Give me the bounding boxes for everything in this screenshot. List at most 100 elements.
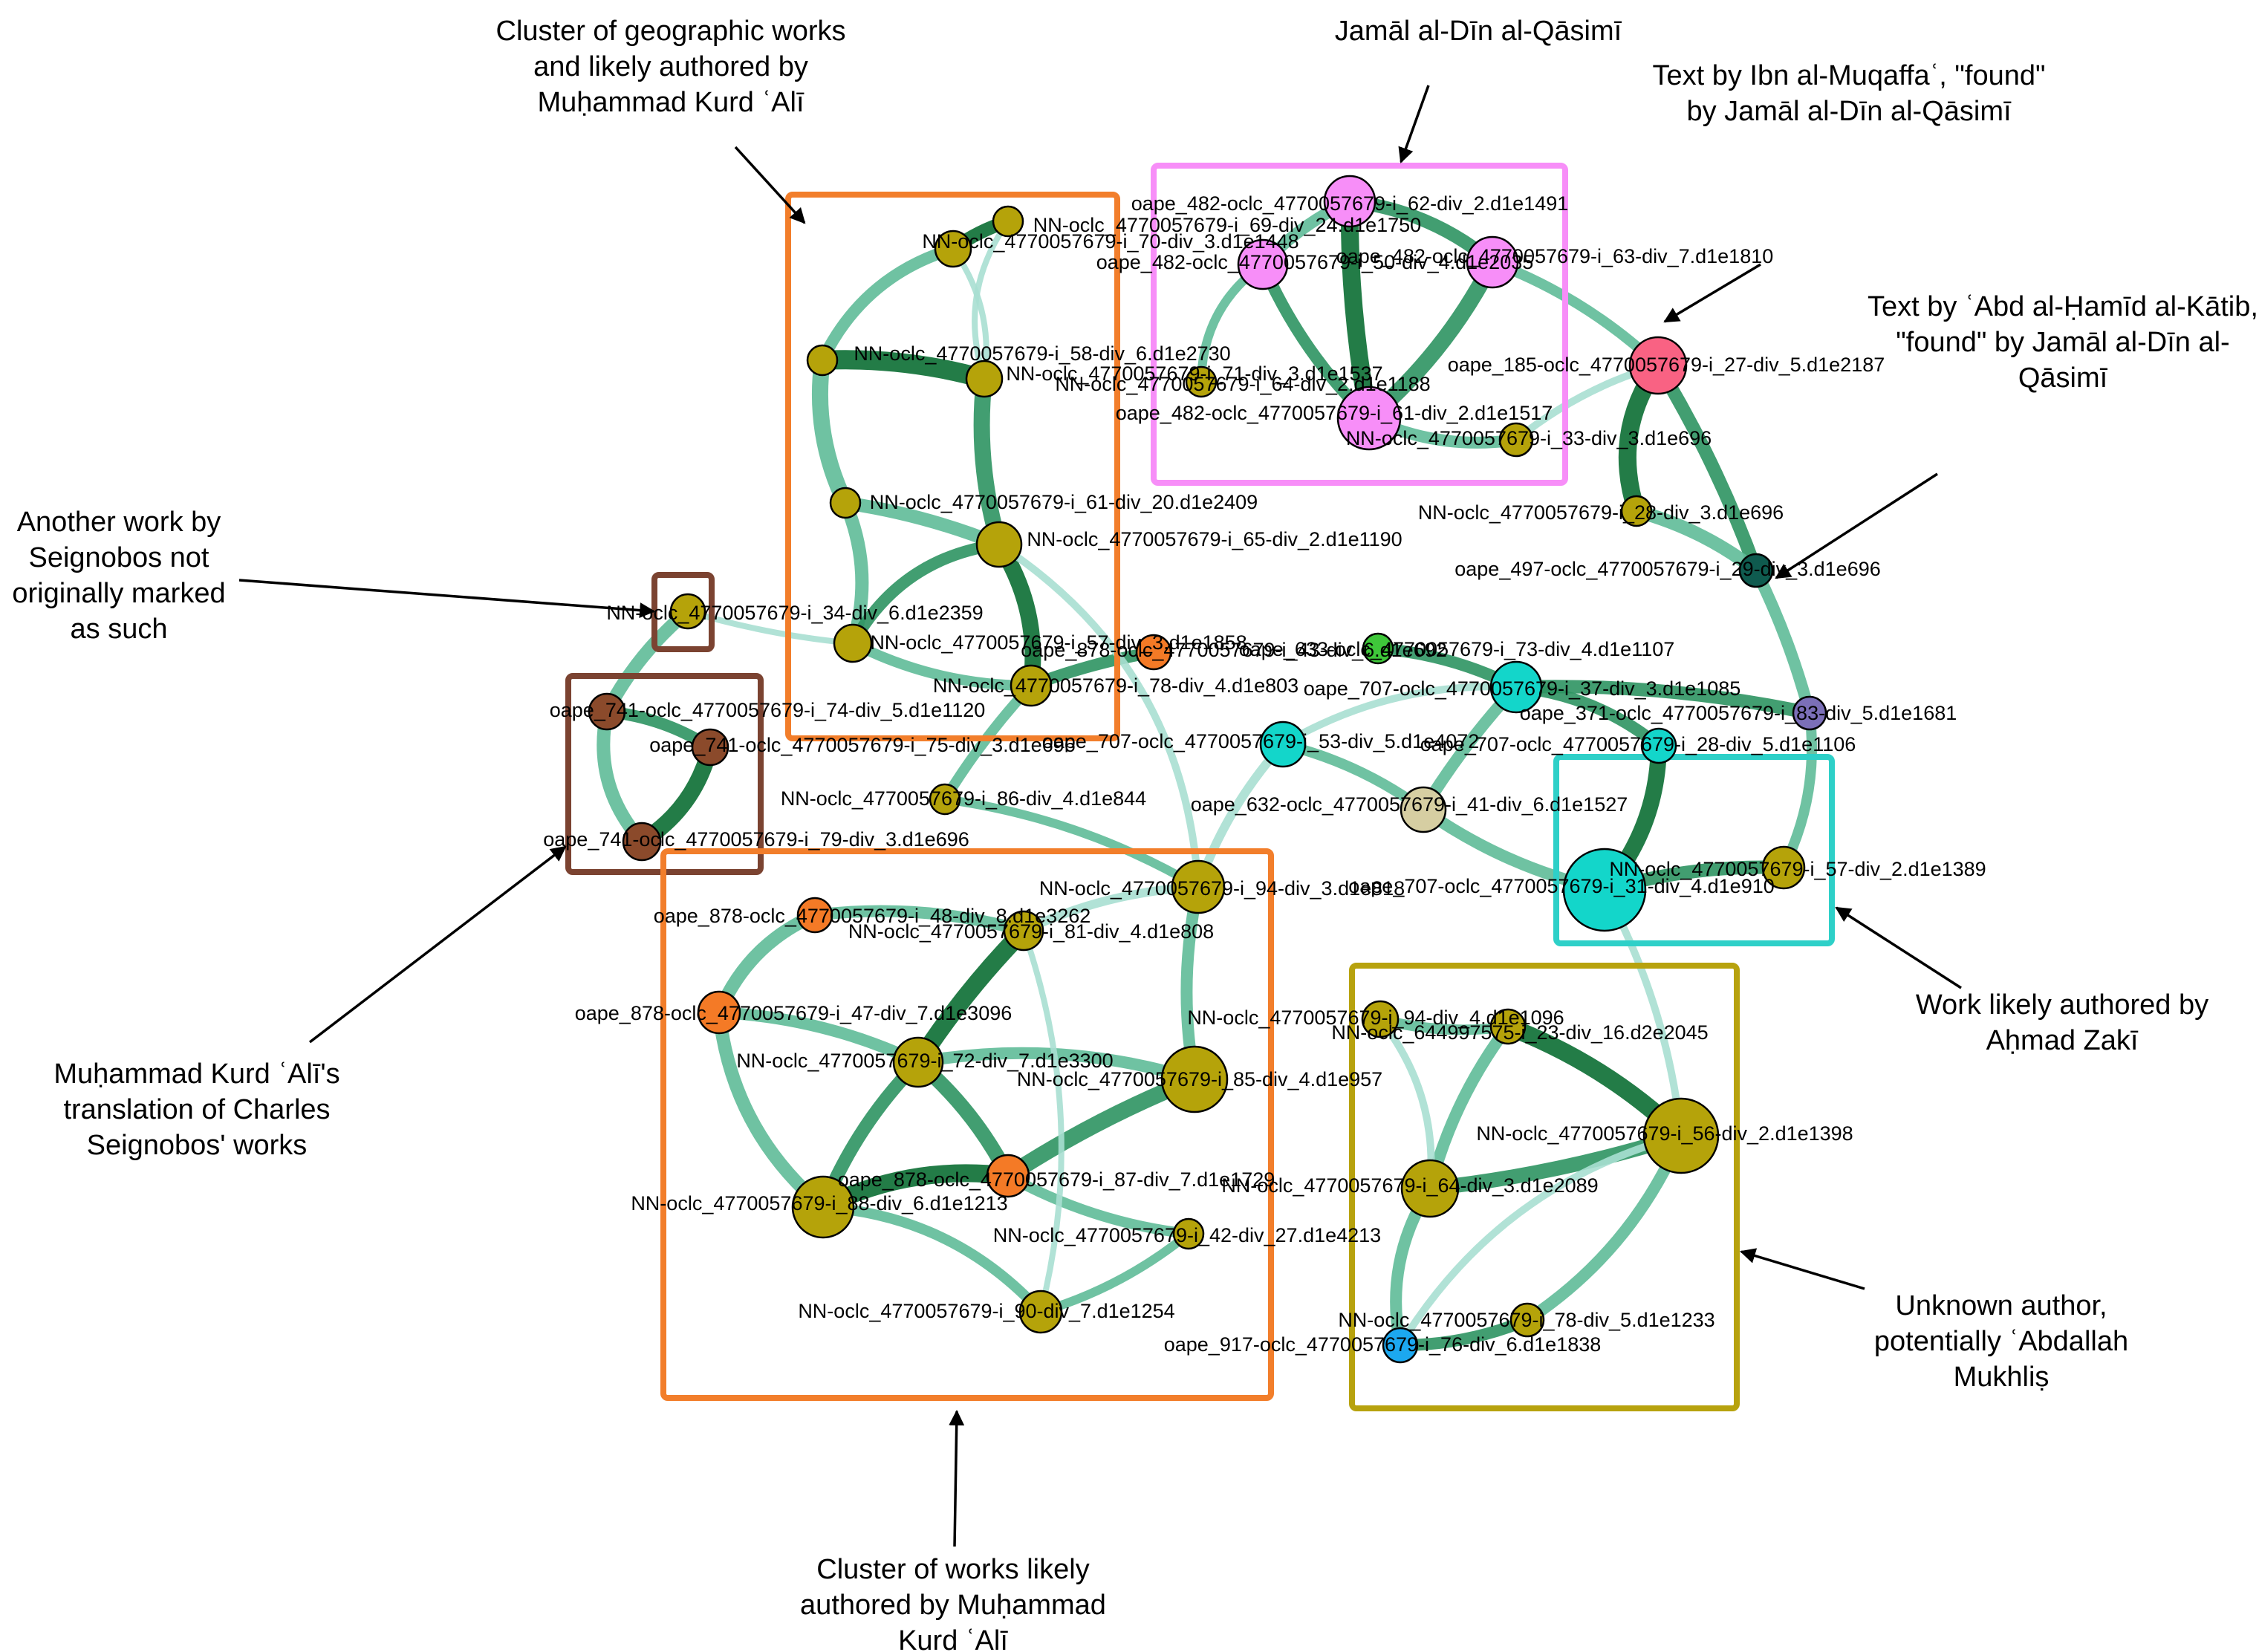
annotation-a5: Another work by Seignobos not originally m… [12, 507, 656, 645]
node-n23[interactable] [1738, 553, 1774, 588]
cluster-box-qasimi [1151, 163, 1568, 486]
node-n10[interactable] [669, 593, 706, 630]
node-label: oape_707-oclc_4770057679-i_53-div_5.d1e4… [1042, 730, 1480, 752]
edge-n3-n5 [811, 352, 854, 511]
node-label: NN-oclc_644997575-i_23-div_16.d2e2045 [1331, 1021, 1708, 1044]
node-n21[interactable] [1628, 336, 1688, 395]
node-n18[interactable] [1185, 365, 1218, 398]
node-n15[interactable] [1323, 175, 1376, 228]
node-n33[interactable] [796, 897, 833, 934]
node-n26[interactable] [1792, 695, 1827, 731]
node-n34[interactable] [1003, 910, 1044, 952]
node-n37[interactable] [1160, 1045, 1229, 1113]
node-n11[interactable] [588, 692, 626, 731]
node-n27[interactable] [1259, 721, 1307, 768]
node-n42[interactable] [1361, 1000, 1400, 1038]
node-n29[interactable] [1400, 786, 1447, 833]
edge-n7-n8 [848, 638, 1036, 692]
node-n35[interactable] [697, 990, 741, 1035]
annotation-line: Jamāl al-Dīn al-Qāsimī [1335, 16, 1622, 47]
node-n5[interactable] [829, 487, 862, 519]
node-n8[interactable] [1010, 664, 1053, 707]
annotation-a6: Muḥammad Kurd ʿAlī's translation of Charl… [53, 845, 567, 1161]
node-n24[interactable] [1362, 632, 1394, 665]
cluster-box-geographic [785, 192, 1120, 741]
node-n46[interactable] [1509, 1302, 1545, 1338]
edge-n6-n7 [847, 539, 1005, 649]
node-n2[interactable] [934, 230, 972, 268]
node-n30[interactable] [1761, 845, 1806, 890]
annotation-arrow [308, 845, 567, 1044]
node-n9[interactable] [1135, 634, 1172, 671]
node-label: NN-oclc_4770057679-i_33-div_3.d1e696 [1346, 427, 1712, 449]
edge-n17-n21 [1487, 257, 1663, 371]
node-label: oape_917-oclc_4770057679-i_76-div_6.d1e1… [1164, 1333, 1602, 1356]
node-label: NN-oclc_4770057679-i_90-div_7.d1e1254 [798, 1300, 1174, 1322]
node-n43[interactable] [1489, 1008, 1527, 1045]
node-n39[interactable] [791, 1175, 855, 1239]
node-label: oape_482-oclc_4770057679-i_61-div_2.d1e1… [1116, 402, 1553, 424]
node-label: NN-oclc_4770057679-i_65-div_2.d1e1190 [1027, 528, 1402, 550]
node-n20[interactable] [1498, 422, 1534, 458]
node-n3[interactable] [806, 344, 839, 377]
annotation-arrow [949, 1409, 965, 1547]
node-label: oape_878-oclc_4770057679-i_47-div_7.d1e3… [575, 1002, 1013, 1024]
edge-n11-n13 [597, 705, 649, 848]
node-n16[interactable] [1237, 238, 1289, 290]
node-label: oape_707-oclc_4770057679-i_28-div_5.d1e1… [1420, 733, 1856, 755]
node-n19[interactable] [1336, 386, 1402, 451]
annotation-line: by Jamāl al-Dīn al-Qāsimī [1686, 96, 2012, 127]
annotation-line: Qāsimī [2018, 362, 2108, 394]
cluster-box-kurd-ali [660, 848, 1274, 1401]
node-label: NN-oclc_4770057679-i_94-div_4.d1e1096 [1187, 1007, 1564, 1029]
annotation-line: authored by Muḥammad [800, 1590, 1106, 1621]
node-n36[interactable] [892, 1036, 944, 1088]
node-label: NN-oclc_4770057679-i_57-div_2.d1e1389 [1609, 858, 1986, 880]
node-n32[interactable] [1171, 859, 1226, 914]
node-n17[interactable] [1466, 235, 1519, 289]
node-n22[interactable] [1620, 495, 1653, 527]
annotation-line: as such [71, 614, 168, 645]
node-n25[interactable] [1489, 660, 1543, 714]
node-n44[interactable] [1642, 1097, 1720, 1174]
annotation-arrow [1835, 906, 1962, 989]
edge-n10-n7 [685, 608, 856, 646]
annotation-a3: Text by Ibn al-Muqaffaʿ, "found" by Jamāl… [1652, 60, 2046, 323]
node-label: NN-oclc_4770057679-i_85-div_4.d1e957 [1017, 1068, 1382, 1090]
annotation-line: Seignobos' works [87, 1130, 308, 1161]
node-n41[interactable] [1018, 1290, 1063, 1334]
node-label: oape_371-oclc_4770057679-i_83-div_5.d1e1… [1520, 702, 1957, 724]
node-n4[interactable] [965, 360, 1004, 398]
edge-n23-n26 [1750, 565, 1816, 719]
node-n14[interactable] [929, 783, 961, 816]
node-label: NN-oclc_4770057679-i_71-div_3.d1e1537 [1006, 362, 1382, 385]
node-label: oape_741-oclc_4770057679-i_74-div_5.d1e1… [550, 699, 986, 721]
node-n40[interactable] [1172, 1217, 1205, 1250]
annotation-line: potentially ʿAbdallah [1874, 1326, 2128, 1357]
node-n1[interactable] [992, 205, 1024, 238]
node-n31[interactable] [1562, 848, 1647, 932]
annotation-arrow [1739, 1248, 1865, 1290]
node-n47[interactable] [1382, 1327, 1419, 1364]
node-label: oape_878-oclc_4770057679-i_48-div_8.d1e3… [654, 905, 1091, 927]
node-n28[interactable] [1640, 727, 1677, 764]
node-n45[interactable] [1400, 1159, 1460, 1218]
annotation-line: Muḥammad Kurd ʿAlī's [53, 1058, 339, 1090]
annotation-line: Unknown author, [1895, 1290, 2107, 1321]
node-n13[interactable] [622, 822, 662, 862]
node-layer [588, 175, 1827, 1364]
node-n6[interactable] [975, 521, 1023, 568]
edge-n27-n25 [1279, 683, 1520, 748]
annotation-arrow [1663, 263, 1761, 323]
node-label-layer: NN-oclc_4770057679-i_69-div_24.d1e1750NN… [543, 192, 1986, 1356]
node-n12[interactable] [691, 728, 729, 767]
edge-n6-n32 [995, 541, 1202, 891]
node-label: oape_482-oclc_4770057679-i_62-div_2.d1e1… [1131, 192, 1569, 215]
node-label: NN-oclc_4770057679-i_86-div_4.d1e844 [781, 787, 1146, 810]
node-label: NN-oclc_4770057679-i_61-div_20.d1e2409 [870, 491, 1258, 513]
node-n7[interactable] [833, 623, 873, 663]
edge-n38-n40 [1003, 1171, 1194, 1239]
annotation-line: Text by Ibn al-Muqaffaʿ, "found" [1652, 60, 2045, 91]
node-label: oape_741-oclc_4770057679-i_79-div_3.d1e6… [543, 828, 969, 851]
node-n38[interactable] [986, 1154, 1030, 1198]
